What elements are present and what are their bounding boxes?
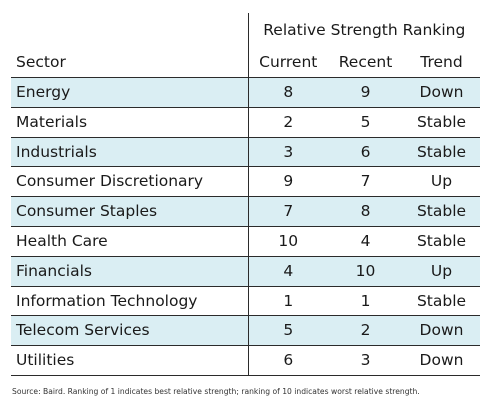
sector-ranking-table-container: Relative Strength Ranking Sector Current… [11, 13, 481, 376]
current-rank-cell: 6 [248, 345, 328, 376]
recent-rank-cell: 9 [328, 77, 403, 108]
table-row: Materials 2 5 Stable [11, 107, 481, 138]
sector-column-header: Sector [11, 47, 248, 78]
table-row: Energy 8 9 Down [11, 77, 481, 108]
relative-strength-ranking-header: Relative Strength Ranking [247, 13, 481, 47]
current-rank-cell: 9 [248, 166, 328, 198]
sector-cell: Information Technology [11, 286, 249, 317]
source-footnote: Source: Baird. Ranking of 1 indicates be… [12, 387, 420, 396]
trend-cell: Stable [403, 137, 481, 168]
recent-rank-cell: 3 [328, 345, 403, 376]
current-rank-cell: 1 [248, 286, 328, 317]
sector-cell: Energy [11, 77, 249, 108]
blank-header-cell [11, 13, 248, 47]
current-rank-cell: 10 [248, 226, 328, 257]
table-row: Financials 4 10 Up [11, 256, 481, 287]
table-body: Energy 8 9 Down Materials 2 5 Stable Industrials… [11, 77, 481, 376]
table-row: Consumer Discretionary 9 7 Up [11, 166, 481, 198]
column-header-row: Sector Current Recent Trend [11, 47, 481, 78]
sector-cell: Health Care [11, 226, 249, 257]
trend-column-header: Trend [403, 47, 481, 78]
sector-ranking-table: Relative Strength Ranking Sector Current… [11, 13, 481, 376]
sector-cell: Materials [11, 107, 249, 138]
sector-cell: Financials [11, 256, 249, 287]
recent-rank-cell: 2 [328, 315, 403, 347]
recent-rank-cell: 1 [328, 286, 403, 317]
table-row: Information Technology 1 1 Stable [11, 286, 481, 317]
table-row: Industrials 3 6 Stable [11, 137, 481, 168]
group-header-row: Relative Strength Ranking [11, 13, 481, 47]
recent-rank-cell: 8 [328, 196, 403, 227]
recent-rank-cell: 6 [328, 137, 403, 168]
trend-cell: Stable [403, 226, 481, 257]
table-row: Utilities 6 3 Down [11, 345, 481, 376]
recent-rank-cell: 7 [328, 166, 403, 198]
current-rank-cell: 8 [248, 77, 328, 108]
sector-cell: Industrials [11, 137, 249, 168]
trend-cell: Up [403, 166, 481, 198]
sector-cell: Telecom Services [11, 315, 249, 347]
trend-cell: Stable [403, 107, 481, 138]
table-row: Health Care 10 4 Stable [11, 226, 481, 257]
current-rank-cell: 2 [248, 107, 328, 138]
sector-cell: Utilities [11, 345, 249, 376]
current-rank-cell: 5 [248, 315, 328, 347]
trend-cell: Down [403, 77, 481, 108]
sector-cell: Consumer Discretionary [11, 166, 249, 198]
recent-rank-cell: 10 [328, 256, 403, 287]
trend-cell: Down [403, 345, 481, 376]
current-rank-cell: 7 [248, 196, 328, 227]
sector-cell: Consumer Staples [11, 196, 249, 227]
current-column-header: Current [247, 47, 328, 78]
recent-column-header: Recent [328, 47, 403, 78]
trend-cell: Stable [403, 196, 481, 227]
trend-cell: Stable [403, 286, 481, 317]
table-row: Telecom Services 5 2 Down [11, 315, 481, 347]
table-row: Consumer Staples 7 8 Stable [11, 196, 481, 227]
trend-cell: Down [403, 315, 481, 347]
current-rank-cell: 4 [248, 256, 328, 287]
recent-rank-cell: 4 [328, 226, 403, 257]
trend-cell: Up [403, 256, 481, 287]
recent-rank-cell: 5 [328, 107, 403, 138]
current-rank-cell: 3 [248, 137, 328, 168]
